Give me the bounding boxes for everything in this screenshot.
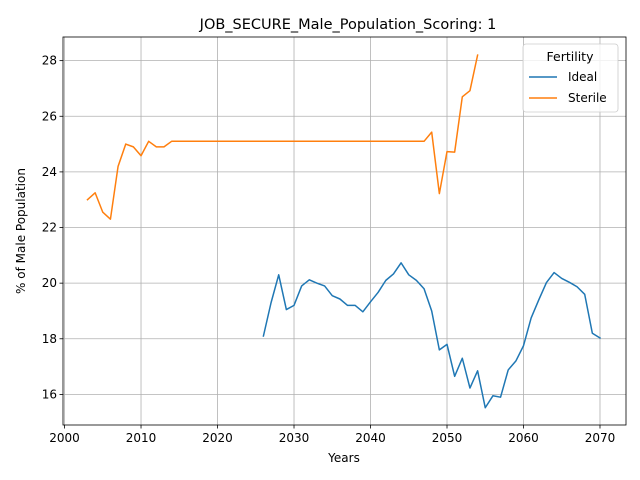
x-tick-label: 2020 [202,431,233,445]
chart-title: JOB_SECURE_Male_Population_Scoring: 1 [199,17,497,33]
x-tick-label: 2050 [432,431,463,445]
y-tick-label: 22 [42,221,57,235]
y-tick-label: 26 [42,109,57,123]
y-axis-label: % of Male Population [14,168,28,294]
x-tick-label: 2010 [126,431,157,445]
series-lines [86,54,602,409]
x-axis-label: Years [327,451,360,465]
series-line-sterile [86,54,479,220]
x-tick-label: 2000 [49,431,80,445]
y-axis: 16 18 20 22 24 26 28 [42,54,63,401]
x-tick-label: 2070 [585,431,616,445]
x-axis: 2000 2010 2020 2030 2040 2050 2060 2070 [49,425,615,445]
legend-box [522,43,619,113]
legend-label-ideal: Ideal [568,70,597,84]
y-tick-label: 28 [42,54,57,68]
plot-frame [62,36,627,426]
x-tick-label: 2060 [508,431,539,445]
x-tick-label: 2030 [279,431,310,445]
legend-label-sterile: Sterile [568,91,607,105]
legend-title: Fertility [547,49,595,64]
y-tick-label: 18 [42,332,57,346]
y-tick-label: 20 [42,276,57,290]
y-tick-label: 16 [42,387,57,401]
series-line-ideal [262,262,602,409]
y-tick-label: 24 [42,165,57,179]
legend: Fertility Ideal Sterile [522,43,619,113]
x-tick-label: 2040 [355,431,386,445]
